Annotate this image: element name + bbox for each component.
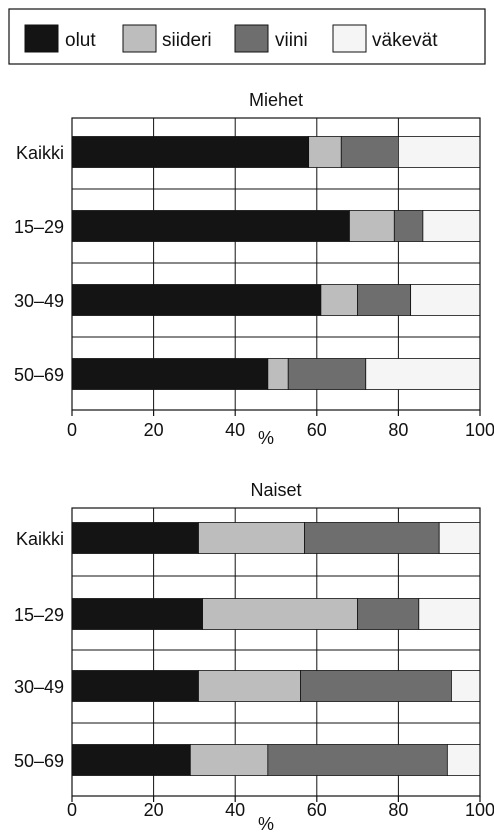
miehet-tick-label-1: 20 <box>144 420 164 440</box>
miehet-bar-15-29-vakevat <box>422 210 481 242</box>
naiset-bar-30-49-olut <box>71 670 199 702</box>
naiset-tick-label-4: 80 <box>388 800 408 820</box>
legend-label-siideri: siideri <box>162 30 212 51</box>
miehet-bar-kaikki-vakevat <box>397 136 481 168</box>
naiset-bar-kaikki-olut <box>71 522 199 554</box>
naiset-bar-30-49-siideri <box>198 670 301 702</box>
legend-swatch-viini <box>234 24 269 53</box>
miehet-category-label-kaikki: Kaikki <box>16 143 64 163</box>
legend: olut siideri viini väkevät <box>8 8 486 65</box>
naiset-bar-kaikki-viini <box>304 522 440 554</box>
miehet-bar-50-69-olut <box>71 358 269 390</box>
naiset-category-label-30-49: 30–49 <box>14 677 64 697</box>
naiset-category-label-50-69: 50–69 <box>14 751 64 771</box>
naiset-bar-15-29-vakevat <box>418 598 481 630</box>
naiset-bar-50-69-viini <box>267 744 448 776</box>
miehet-bar-30-49-olut <box>71 284 322 316</box>
naiset-bar-30-49-vakevat <box>451 670 481 702</box>
miehet-tick-label-5: 100 <box>465 420 494 440</box>
naiset-x-axis-label: % <box>258 814 274 834</box>
miehet-bar-15-29-olut <box>71 210 350 242</box>
naiset-category-label-kaikki: Kaikki <box>16 529 64 549</box>
naiset-tick-label-3: 60 <box>307 800 327 820</box>
miehet-bar-15-29-viini <box>393 210 424 242</box>
miehet-bar-30-49-vakevat <box>410 284 481 316</box>
miehet-tick-label-2: 40 <box>225 420 245 440</box>
naiset-bar-kaikki-vakevat <box>438 522 481 554</box>
miehet-bar-kaikki-viini <box>340 136 399 168</box>
naiset-tick-label-0: 0 <box>67 800 77 820</box>
chart-naiset: Kaikki 15–29 30–49 50–69 0 20 40 60 80 100% Naiset <box>14 480 494 834</box>
legend-swatch-vakevat <box>332 24 367 53</box>
naiset-category-label-15-29: 15–29 <box>14 605 64 625</box>
naiset-bar-50-69-olut <box>71 744 191 776</box>
miehet-bar-30-49-viini <box>357 284 412 316</box>
naiset-bar-15-29-viini <box>357 598 420 630</box>
legend-swatch-olut <box>24 24 59 53</box>
naiset-bar-15-29-siideri <box>202 598 358 630</box>
miehet-category-label-30-49: 30–49 <box>14 291 64 311</box>
miehet-bar-50-69-siideri <box>267 358 289 390</box>
miehet-tick-label-4: 80 <box>388 420 408 440</box>
legend-label-vakevat: väkevät <box>372 30 438 51</box>
miehet-chart-title: Miehet <box>249 90 303 110</box>
naiset-bar-15-29-olut <box>71 598 203 630</box>
miehet-bar-50-69-viini <box>287 358 367 390</box>
naiset-tick-label-2: 40 <box>225 800 245 820</box>
naiset-bar-50-69-siideri <box>189 744 269 776</box>
miehet-category-label-50-69: 50–69 <box>14 365 64 385</box>
miehet-bar-50-69-vakevat <box>365 358 481 390</box>
naiset-bar-kaikki-siideri <box>198 522 305 554</box>
miehet-bar-kaikki-siideri <box>308 136 342 168</box>
miehet-bar-15-29-siideri <box>349 210 395 242</box>
legend-label-olut: olut <box>65 30 96 51</box>
miehet-plot-frame <box>71 117 481 411</box>
naiset-tick-label-5: 100 <box>465 800 494 820</box>
naiset-bar-50-69-vakevat <box>446 744 481 776</box>
miehet-x-axis-label: % <box>258 428 274 448</box>
naiset-chart-title: Naiset <box>250 480 301 500</box>
miehet-tick-label-3: 60 <box>307 420 327 440</box>
miehet-tick-label-0: 0 <box>67 420 77 440</box>
miehet-category-label-15-29: 15–29 <box>14 217 64 237</box>
naiset-plot-frame <box>71 507 481 797</box>
chart-miehet: Kaikki 15–29 30–49 50–69 0 20 40 60 80 100% Miehet <box>14 90 494 448</box>
legend-label-viini: viini <box>275 30 308 51</box>
naiset-tick-label-1: 20 <box>144 800 164 820</box>
naiset-bar-30-49-viini <box>300 670 452 702</box>
miehet-bar-30-49-siideri <box>320 284 359 316</box>
miehet-bar-kaikki-olut <box>71 136 310 168</box>
legend-swatch-siideri <box>122 24 157 53</box>
